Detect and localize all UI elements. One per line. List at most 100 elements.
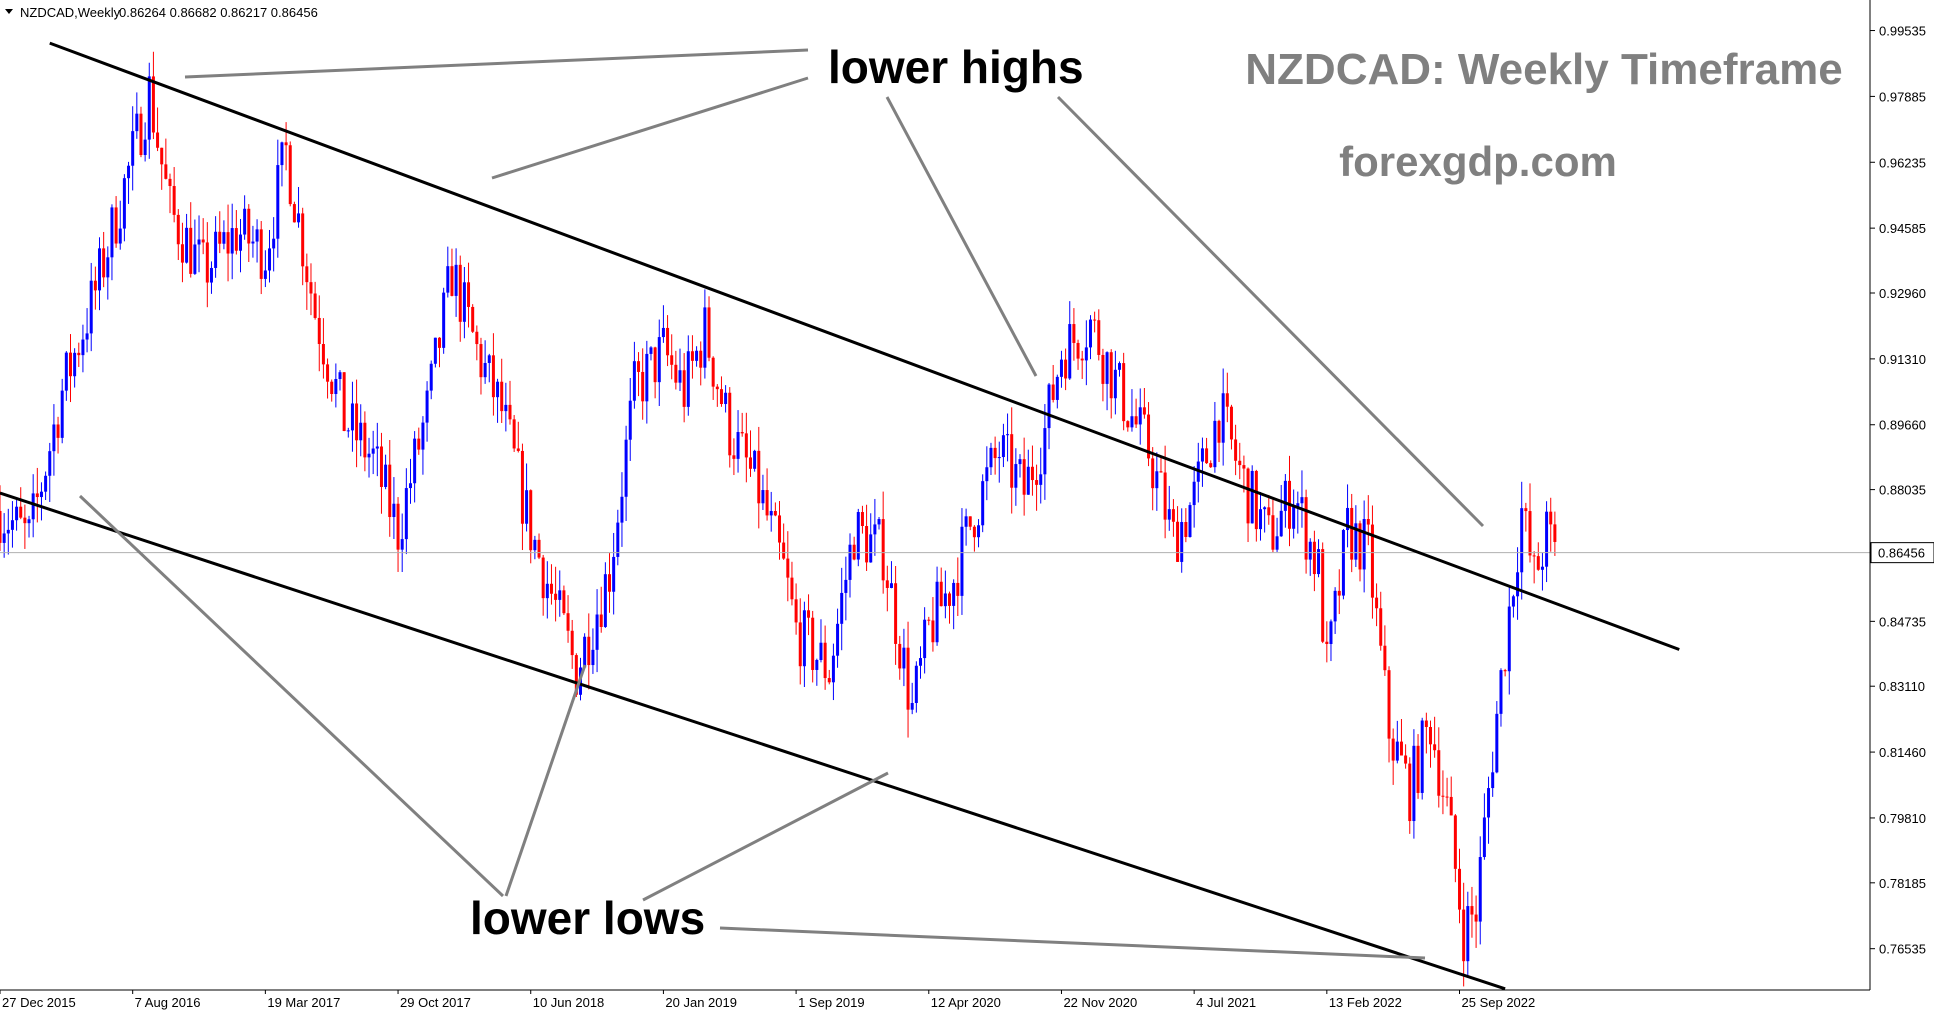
- candle-body: [711, 357, 715, 387]
- candle-body: [869, 534, 873, 563]
- candle-body: [1532, 555, 1536, 557]
- candle-body: [317, 317, 321, 345]
- candle-body: [1362, 519, 1366, 570]
- candle-body: [301, 213, 305, 267]
- candle-body: [1180, 522, 1184, 562]
- candle-body: [189, 227, 193, 274]
- candle-body: [1167, 509, 1171, 520]
- candle-body: [1076, 342, 1080, 359]
- candle-body: [1221, 393, 1225, 443]
- candle-body: [355, 403, 359, 441]
- candle-body: [848, 544, 852, 580]
- candle-body: [330, 381, 334, 395]
- candle-body: [371, 448, 375, 454]
- price-axis[interactable]: 0.99535 0.97885 0.96235 0.94585 0.92960 0.913…: [1869, 0, 1934, 990]
- candle-body: [533, 539, 537, 551]
- candle-body: [421, 422, 425, 450]
- candle-body: [1022, 459, 1026, 495]
- candle-body: [73, 352, 77, 377]
- candle-body: [462, 282, 466, 322]
- current-price-tag: [1870, 542, 1934, 564]
- candle-body: [135, 113, 139, 132]
- annotation-pointer-line: [504, 664, 587, 897]
- lower-highs-label: lower highs: [828, 41, 1084, 93]
- candle-body: [1134, 416, 1138, 425]
- candle-body: [520, 450, 524, 524]
- candle-body: [786, 558, 790, 578]
- candle-body: [429, 363, 433, 391]
- candle-body: [475, 331, 479, 345]
- candle-body: [877, 519, 881, 525]
- candle-body: [807, 610, 811, 618]
- candle-body: [910, 703, 914, 710]
- candle-body: [508, 404, 512, 420]
- candle-body: [1399, 741, 1403, 756]
- candle-body: [748, 457, 752, 469]
- upper-trendline[interactable]: [49, 41, 1680, 651]
- candle-body: [703, 307, 707, 368]
- candle-body: [458, 264, 462, 322]
- candle-body: [719, 389, 723, 405]
- time-axis[interactable]: 27 Dec 2015 7 Aug 2016 19 Mar 2017 29 Oct 2…: [0, 989, 1870, 1010]
- candle-body: [1317, 549, 1321, 575]
- candle-body: [230, 228, 234, 254]
- candle-body: [379, 446, 383, 487]
- candle-body: [1275, 536, 1279, 550]
- time-tick-label: 13 Feb 2022: [1329, 995, 1402, 1010]
- candle-body: [1113, 369, 1117, 399]
- candle-body: [297, 213, 301, 223]
- candle-body: [1225, 393, 1229, 407]
- candle-body: [661, 327, 665, 338]
- candle-body: [885, 580, 889, 588]
- candle-body: [1109, 352, 1113, 399]
- candle-body: [1412, 745, 1416, 822]
- candle-body: [637, 361, 641, 372]
- candle-body: [948, 593, 952, 606]
- annotation-pointer-line: [885, 96, 1038, 377]
- candle-body: [1391, 738, 1395, 761]
- lower-lows-label: lower lows: [470, 892, 705, 944]
- candle-body: [214, 231, 218, 268]
- annotation-pointer-line: [719, 926, 1426, 960]
- candle-body: [417, 438, 421, 450]
- candle-body: [1553, 524, 1557, 542]
- candle-body: [483, 362, 487, 378]
- trendlines: [0, 41, 1680, 991]
- candle-body: [1151, 458, 1155, 489]
- candle-body: [1014, 464, 1018, 488]
- candle-body: [1072, 324, 1076, 343]
- candle-body: [603, 574, 607, 627]
- candle-body: [31, 493, 35, 520]
- candle-body: [1428, 727, 1432, 745]
- lower-trendline[interactable]: [0, 491, 1506, 991]
- candle-body: [1441, 795, 1445, 797]
- time-tick-label: 10 Jun 2018: [533, 995, 605, 1010]
- price-tick-label: 0.94585: [1879, 221, 1926, 236]
- candle-body: [98, 248, 102, 291]
- collapse-triangle-icon[interactable]: [5, 9, 13, 14]
- candle-body: [156, 132, 160, 148]
- candle-body: [574, 655, 578, 695]
- candle-body: [251, 241, 255, 244]
- candle-body: [1312, 541, 1316, 575]
- candle-body: [1308, 541, 1312, 560]
- candle-body: [587, 636, 591, 666]
- candle-body: [392, 503, 396, 518]
- candle-body: [1304, 497, 1308, 560]
- candle-body: [562, 590, 566, 614]
- candle-body: [23, 517, 27, 524]
- candle-body: [856, 512, 860, 560]
- watermark-title: NZDCAD: Weekly Timeframe: [1245, 45, 1842, 94]
- candle-body: [1080, 358, 1084, 361]
- candle-body: [1416, 745, 1420, 793]
- candle-body: [64, 352, 68, 391]
- candle-body: [840, 592, 844, 624]
- candle-body: [1296, 503, 1300, 507]
- candle-body: [1404, 755, 1408, 764]
- candle-body: [404, 488, 408, 540]
- candle-body: [968, 516, 972, 527]
- candle-body: [1325, 641, 1329, 645]
- candle-body: [529, 490, 533, 551]
- candle-body: [1238, 460, 1242, 466]
